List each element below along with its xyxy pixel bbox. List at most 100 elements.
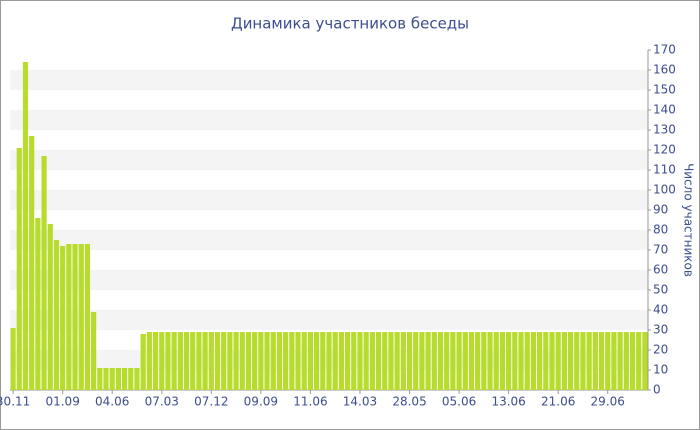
bar <box>617 332 623 390</box>
y-tick-label: 150 <box>653 83 676 97</box>
x-tick-label: 11.06 <box>293 395 327 409</box>
bar <box>140 334 146 390</box>
bar <box>314 332 320 390</box>
bar <box>97 368 103 390</box>
x-tick-label: 28.05 <box>392 395 426 409</box>
bar <box>202 332 208 390</box>
bar <box>592 332 598 390</box>
bar <box>29 136 35 390</box>
bar <box>289 332 295 390</box>
bar <box>159 332 165 390</box>
y-tick-label: 120 <box>653 143 676 157</box>
bar <box>53 240 60 390</box>
bar <box>320 332 326 390</box>
bar <box>239 332 245 390</box>
grid-band <box>10 70 648 90</box>
chart-title: Динамика участников беседы <box>231 15 469 33</box>
bar <box>506 332 512 390</box>
bar <box>400 332 406 390</box>
bar <box>22 62 29 390</box>
bar <box>332 332 338 390</box>
bar <box>10 328 16 390</box>
bar <box>481 332 487 390</box>
bar <box>190 332 196 390</box>
bar <box>388 332 394 390</box>
y-tick-label: 90 <box>653 203 668 217</box>
x-tick-label: 07.03 <box>145 395 179 409</box>
bar <box>121 368 128 390</box>
bar <box>227 332 233 390</box>
y-tick-label: 40 <box>653 303 668 317</box>
bar <box>493 332 499 390</box>
bar <box>109 368 115 390</box>
y-tick-label: 110 <box>653 163 676 177</box>
bar <box>221 332 227 390</box>
bar <box>41 156 47 390</box>
bar <box>128 368 134 390</box>
bar <box>450 332 456 390</box>
bar <box>413 332 419 390</box>
bar <box>307 332 314 390</box>
bar <box>134 368 140 390</box>
bar <box>72 244 78 390</box>
bar <box>363 332 369 390</box>
bar <box>78 244 84 390</box>
bar <box>549 332 555 390</box>
y-tick-label: 80 <box>653 223 668 237</box>
y-tick-label: 0 <box>653 383 661 397</box>
bar <box>605 332 611 390</box>
y-tick-label: 50 <box>653 283 668 297</box>
x-tick-label: 05.06 <box>442 395 476 409</box>
grid-band <box>10 190 648 210</box>
bar <box>369 332 375 390</box>
y-tick-label: 30 <box>653 323 668 337</box>
bar <box>295 332 301 390</box>
bar <box>636 332 642 390</box>
bar <box>165 332 171 390</box>
bar <box>245 332 252 390</box>
bar <box>276 332 283 390</box>
x-tick-label: 13.06 <box>491 395 525 409</box>
bar <box>47 224 53 390</box>
x-tick-label: 29.06 <box>591 395 625 409</box>
y-tick-label: 160 <box>653 63 676 77</box>
bar <box>524 332 530 390</box>
bar <box>16 148 22 390</box>
y-tick-label: 100 <box>653 183 676 197</box>
bar <box>183 332 190 390</box>
grid-band <box>10 110 648 130</box>
y-tick-label: 70 <box>653 243 668 257</box>
bar <box>444 332 450 390</box>
bar <box>623 332 629 390</box>
bar <box>456 332 462 390</box>
x-tick-label: 30.11 <box>0 395 30 409</box>
bar <box>103 368 109 390</box>
bar <box>326 332 332 390</box>
y-tick-label: 140 <box>653 103 676 117</box>
bar <box>530 332 537 390</box>
bar <box>468 332 475 390</box>
y-tick-label: 20 <box>653 343 668 357</box>
x-tick-label: 07.12 <box>194 395 228 409</box>
bar <box>233 332 239 390</box>
bar <box>425 332 431 390</box>
bar <box>567 332 574 390</box>
grid-band <box>10 150 648 170</box>
bar <box>283 332 289 390</box>
bar <box>60 246 66 390</box>
bar <box>561 332 567 390</box>
y-tick-label: 170 <box>653 43 676 57</box>
x-tick-label: 01.09 <box>45 395 79 409</box>
bar <box>475 332 481 390</box>
bar <box>264 332 270 390</box>
bar <box>214 332 221 390</box>
bar <box>394 332 400 390</box>
x-tick-label: 21.06 <box>541 395 575 409</box>
bar <box>382 332 388 390</box>
bar <box>84 244 91 390</box>
bar <box>512 332 518 390</box>
bar <box>270 332 276 390</box>
bar <box>208 332 214 390</box>
bar <box>338 332 344 390</box>
